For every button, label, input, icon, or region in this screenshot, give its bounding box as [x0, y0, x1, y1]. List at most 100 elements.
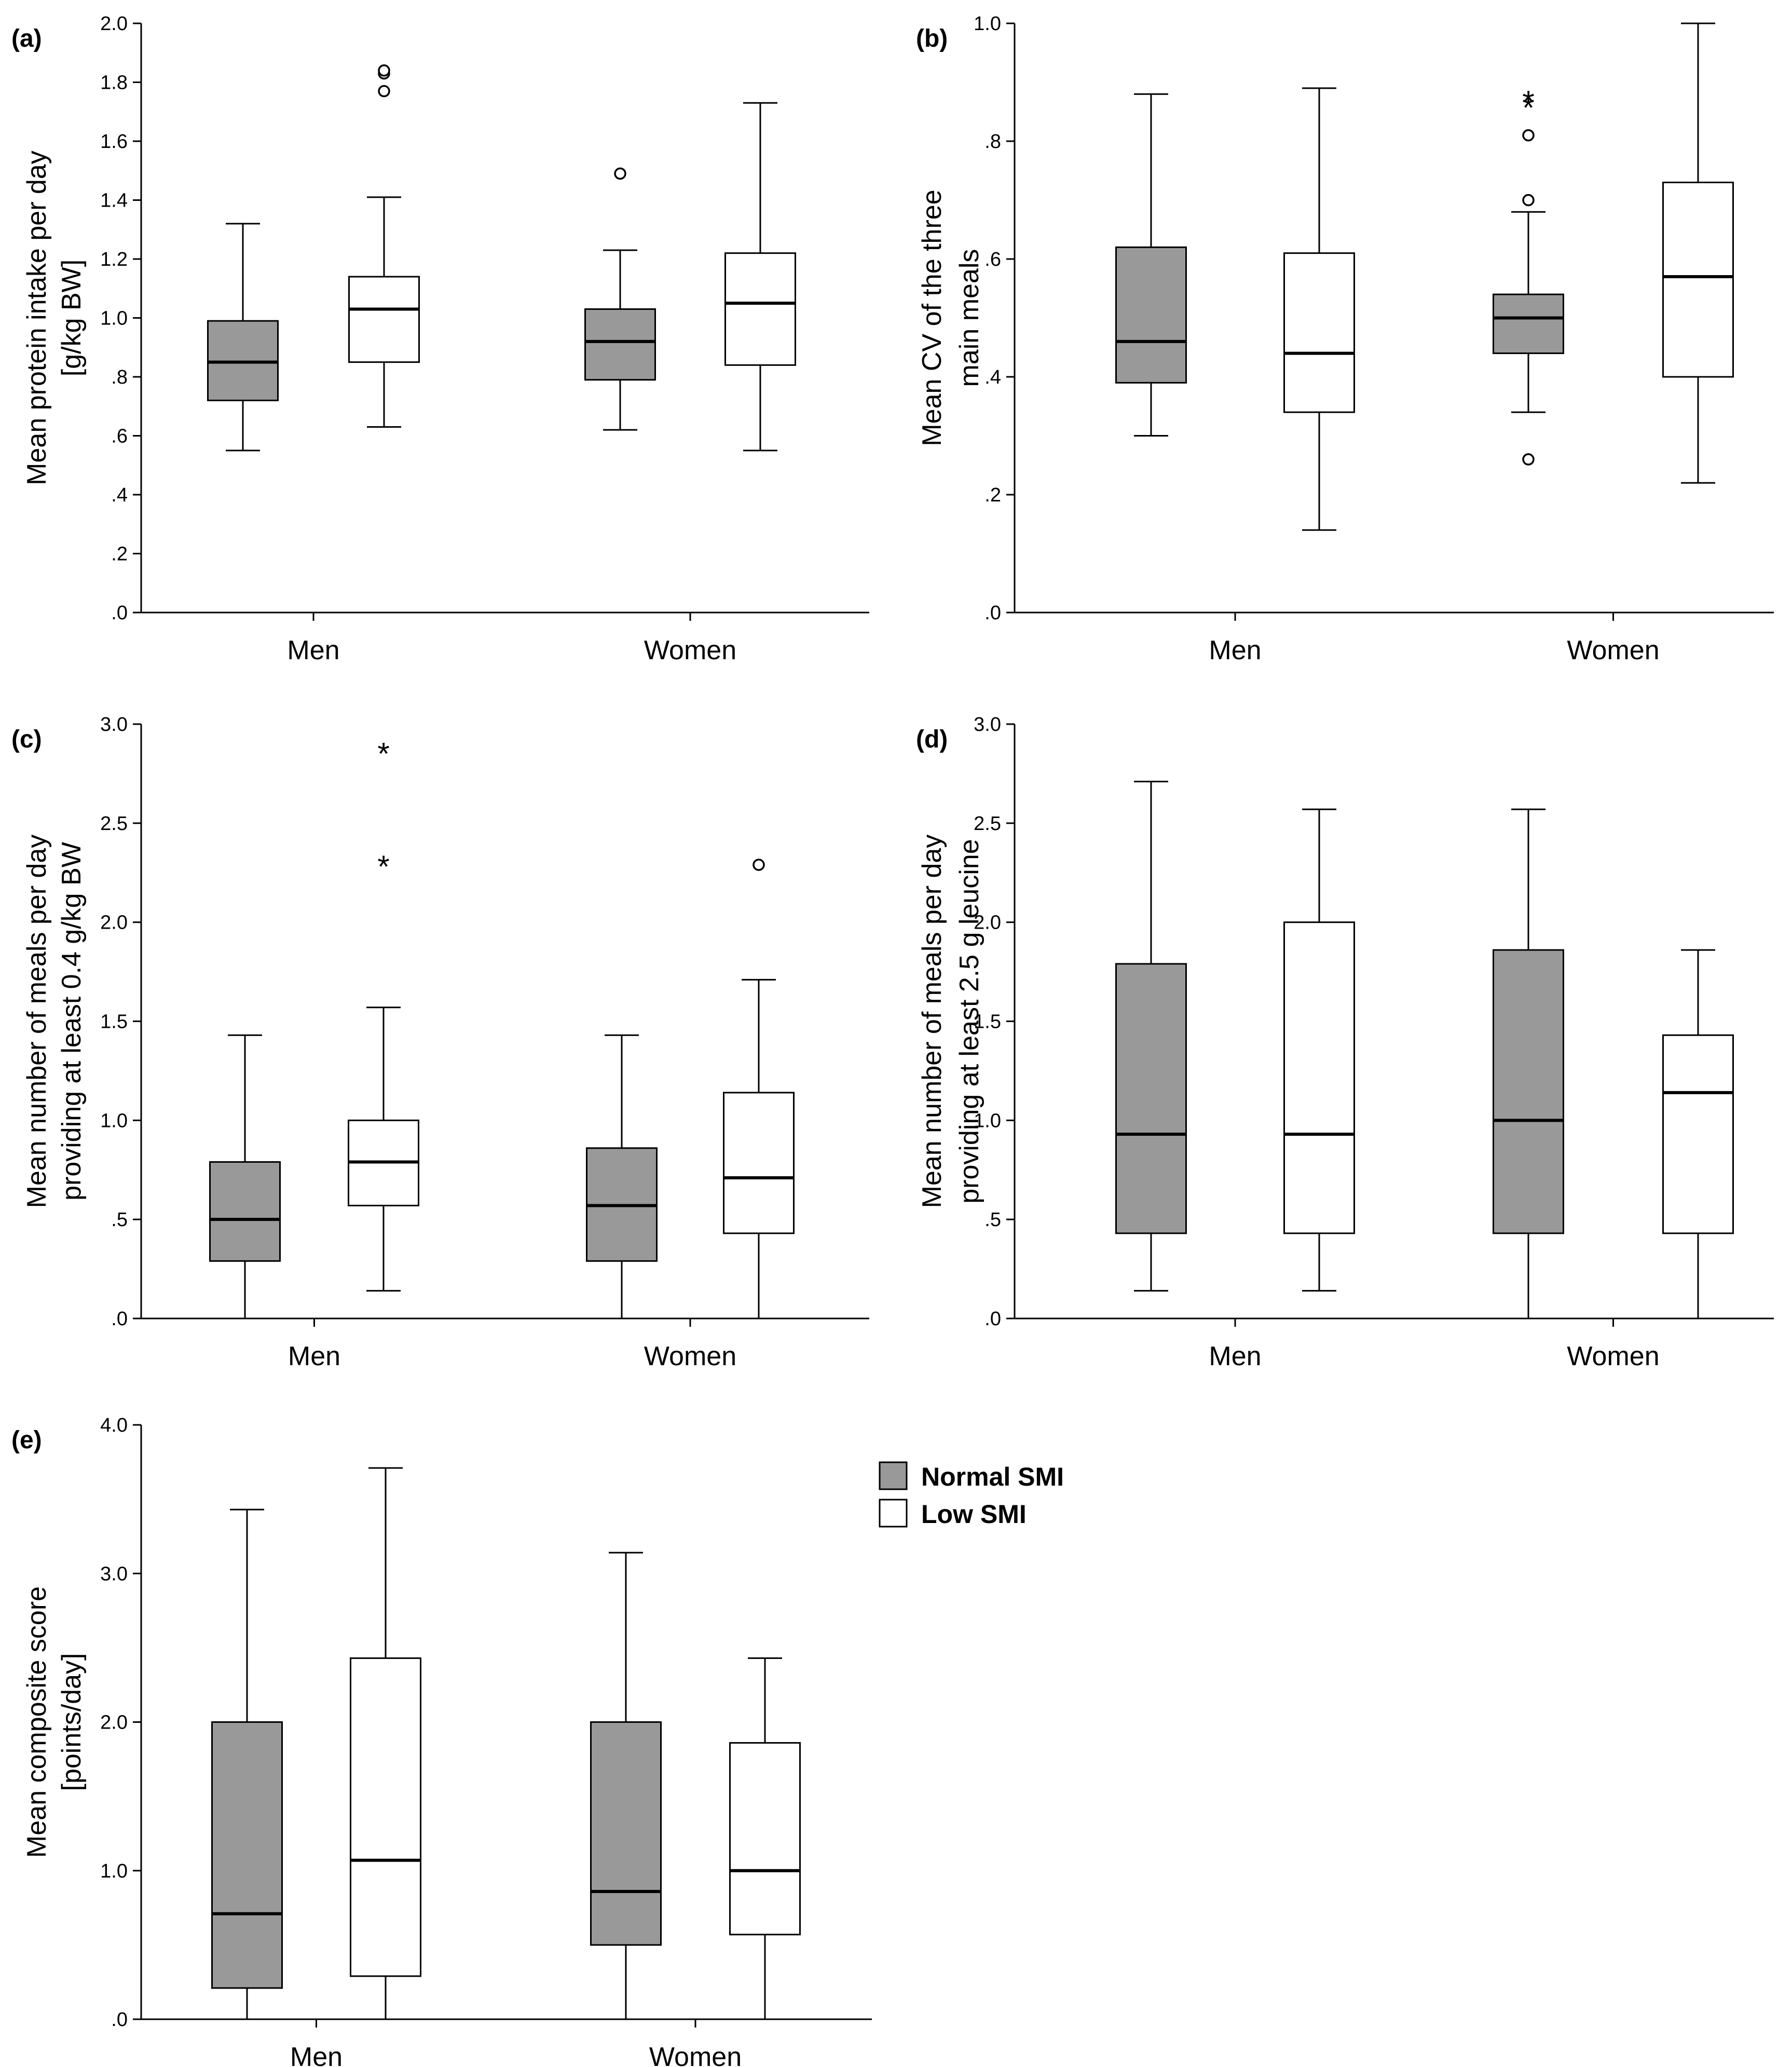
legend-swatch-low-smi [879, 1499, 908, 1528]
iqr-box [1115, 246, 1187, 384]
outlier-marker [614, 167, 626, 180]
iqr-box [1115, 963, 1187, 1234]
y-tick-label: .8 [984, 131, 1001, 153]
x-category-label-men: Men [287, 635, 339, 665]
legend-swatch-normal-smi [879, 1461, 908, 1490]
iqr-box [590, 1721, 662, 1946]
y-tick-label: .0 [984, 602, 1001, 624]
y-tick-label: 1.8 [100, 72, 128, 94]
iqr-box [1493, 293, 1564, 355]
box-low-smi-women [1662, 949, 1734, 1320]
y-axis-title-line: Mean protein intake per day [22, 151, 52, 485]
iqr-box [729, 1742, 801, 1936]
iqr-box [1283, 921, 1355, 1234]
panel-d: (d) .0 .5 1.0 1.5 2.0 2.5 3.0 Mean number of mea… [916, 714, 1774, 1371]
box-low-smi-women [723, 859, 795, 1320]
y-tick-label: 2.0 [100, 912, 128, 934]
y-tick-label: 2.0 [974, 912, 1001, 934]
y-axis-title-line: [g/kg BW] [57, 260, 87, 376]
y-axis-title-line: Mean number of meals per day [917, 835, 947, 1208]
panel-e: (e) .0 1.0 2.0 3.0 4.0 Mean composite score [po… [11, 1415, 872, 2067]
y-tick-label: 3.0 [974, 714, 1001, 736]
y-tick-label: 1.5 [974, 1011, 1001, 1033]
x-category-label-women: Women [1567, 1341, 1659, 1371]
box-low-smi-men [350, 1467, 421, 2020]
box-low-smi-men [348, 64, 420, 428]
panel-b: (b) .0 .2 .4 .6 .8 1.0 Mean CV of the three main… [916, 13, 1774, 665]
y-tick-label: 2.5 [100, 813, 128, 835]
x-category-label-women: Women [649, 2042, 742, 2067]
iqr-box [584, 308, 656, 381]
y-tick-label: .5 [111, 1209, 128, 1231]
box-low-smi-men: ** [348, 736, 419, 1292]
extreme-outlier-marker: * [377, 736, 389, 771]
legend-label-low-smi: Low SMI [921, 1500, 1027, 1529]
y-tick-label: .0 [984, 1308, 1001, 1330]
outlier-marker [378, 85, 390, 98]
y-tick-label: 1.0 [974, 13, 1001, 35]
box-normal-smi-women [1493, 808, 1564, 1320]
y-axis-title-line: providing at least 0.4 g/kg BW [57, 842, 87, 1201]
y-tick-label: .8 [111, 366, 128, 388]
y-tick-label: 4.0 [100, 1415, 128, 1436]
x-category-label-men: Men [1209, 635, 1261, 665]
y-tick-label: 1.4 [100, 190, 128, 212]
box-normal-smi-men [1115, 93, 1187, 437]
x-category-label-men: Men [1209, 1341, 1261, 1371]
extreme-outlier-marker: * [1522, 90, 1534, 125]
iqr-box [1493, 949, 1564, 1234]
box-low-smi-women [729, 1657, 801, 2020]
box-normal-smi-women [590, 1552, 662, 2020]
box-low-smi-women [724, 102, 796, 452]
iqr-box [1662, 1034, 1734, 1234]
y-tick-label: 1.0 [100, 308, 128, 330]
x-category-label-men: Men [290, 2042, 343, 2067]
y-tick-label: .2 [111, 543, 128, 565]
y-tick-label: 1.5 [100, 1011, 128, 1033]
y-tick-label: .4 [984, 366, 1001, 388]
panel-c: (c) .0 .5 1.0 1.5 2.0 2.5 3.0 Mean number of mea… [11, 714, 869, 1371]
panel-label: (c) [11, 726, 42, 753]
box-normal-smi-women [586, 1034, 658, 1320]
y-tick-label: .6 [111, 426, 128, 447]
box-low-smi-women [1662, 22, 1734, 484]
x-category-label-women: Women [1567, 635, 1659, 665]
y-axis-title-line: [points/day] [57, 1653, 87, 1791]
y-tick-label: 1.0 [100, 1110, 128, 1132]
extreme-outlier-marker: * [377, 849, 389, 884]
outlier-marker [1522, 453, 1535, 466]
panel-label: (e) [11, 1426, 42, 1454]
y-tick-label: .6 [984, 249, 1001, 270]
y-tick-label: 1.2 [100, 249, 128, 270]
iqr-box [723, 1092, 795, 1234]
box-normal-smi-women [584, 167, 656, 431]
y-tick-label: .0 [111, 2009, 128, 2031]
box-normal-smi-men [207, 223, 279, 452]
outlier-marker [378, 64, 390, 77]
iqr-box [1283, 252, 1355, 413]
y-tick-label: 1.6 [100, 131, 128, 153]
y-axis-title-line: main meals [954, 249, 984, 387]
y-axis-title-line: Mean number of meals per day [22, 835, 52, 1208]
y-tick-label: 1.0 [100, 1860, 128, 1882]
y-tick-label: .5 [984, 1209, 1001, 1231]
iqr-box [1662, 181, 1734, 378]
iqr-box [724, 252, 796, 366]
panel-label: (d) [916, 726, 948, 753]
iqr-box [209, 1161, 281, 1262]
panel-label: (a) [11, 25, 42, 52]
y-axis-title-line: Mean CV of the three [917, 189, 947, 446]
y-tick-label: 3.0 [100, 1563, 128, 1585]
outlier-marker [1522, 194, 1535, 207]
y-tick-label: 2.0 [100, 13, 128, 35]
box-low-smi-men [1283, 808, 1355, 1292]
y-tick-label: .0 [111, 1308, 128, 1330]
y-tick-label: 2.5 [974, 813, 1001, 835]
y-tick-label: .4 [111, 484, 128, 506]
x-category-label-men: Men [288, 1341, 340, 1371]
x-category-label-women: Women [644, 1341, 736, 1371]
legend-label-normal-smi: Normal SMI [921, 1462, 1064, 1491]
y-tick-label: 1.0 [974, 1110, 1001, 1132]
y-tick-label: .0 [111, 602, 128, 624]
